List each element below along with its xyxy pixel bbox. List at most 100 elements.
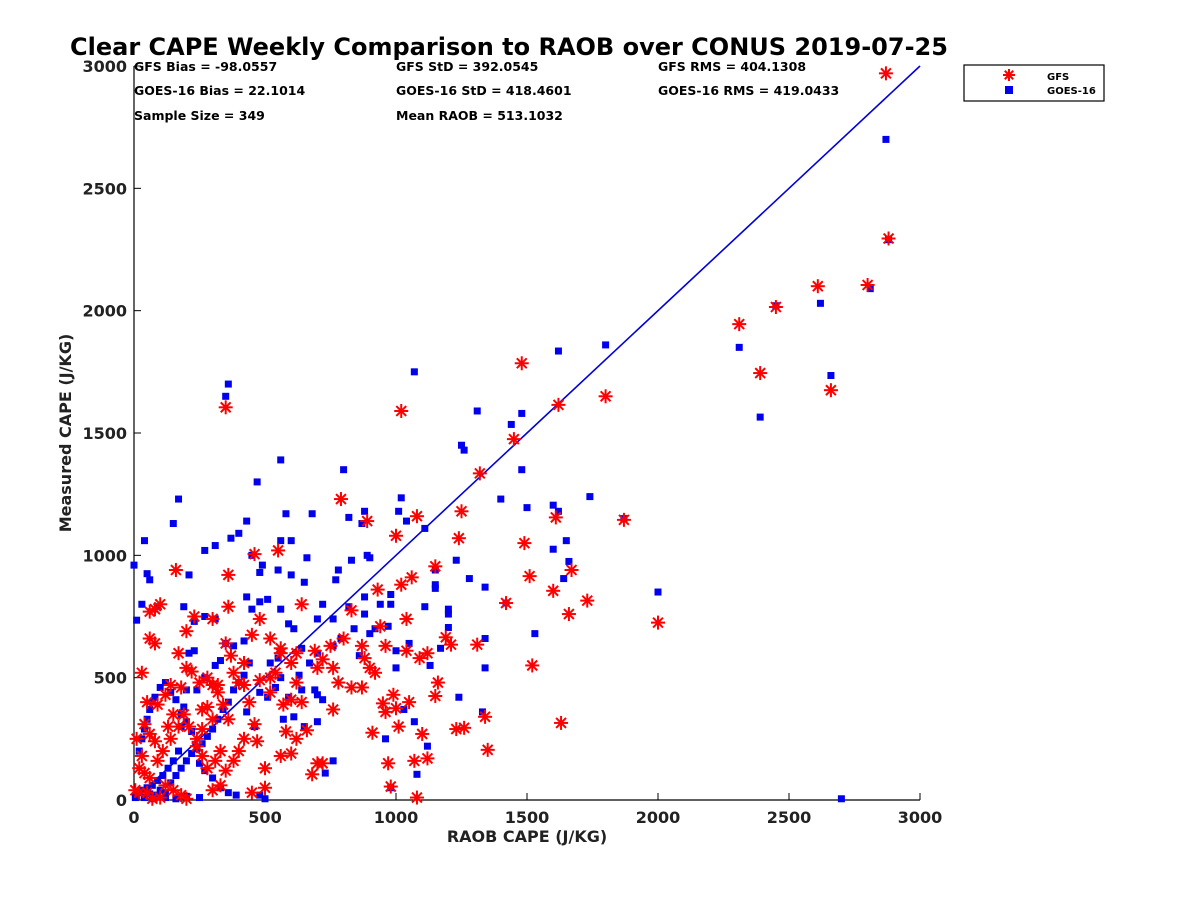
gfs-point-9 bbox=[551, 397, 566, 412]
goes16-point-93 bbox=[277, 537, 285, 545]
gfs-point-109 bbox=[247, 717, 262, 732]
goes16-point-28 bbox=[465, 575, 473, 583]
gfs-point-183 bbox=[273, 748, 288, 763]
goes16-point-100 bbox=[274, 566, 282, 574]
gfs-point-144 bbox=[195, 748, 210, 763]
goes16-point-19 bbox=[549, 501, 557, 509]
goes16-point-13 bbox=[473, 407, 481, 415]
gfs-point-74 bbox=[289, 675, 304, 690]
stat-mean-raob: Mean RAOB = 513.1032 bbox=[396, 108, 563, 123]
stat-gfs-std: GFS StD = 392.0545 bbox=[396, 59, 538, 74]
gfs-point-22 bbox=[451, 531, 466, 546]
gfs-point-84 bbox=[252, 611, 267, 626]
goes16-point-159 bbox=[156, 786, 164, 794]
one-to-one-line bbox=[133, 65, 921, 801]
stat-gfs-bias: GFS Bias = -98.0557 bbox=[134, 59, 277, 74]
gfs-point-119 bbox=[252, 673, 267, 688]
gfs-point-110 bbox=[237, 731, 252, 746]
legend-goes-label: GOES-16 bbox=[1047, 86, 1096, 97]
goes16-point-21 bbox=[497, 495, 505, 503]
gfs-point-145 bbox=[200, 761, 215, 776]
y-tick-label-1: 500 bbox=[94, 669, 127, 688]
gfs-point-58 bbox=[357, 651, 372, 666]
gfs-point-118 bbox=[244, 785, 259, 800]
gfs-point-160 bbox=[158, 687, 173, 702]
goes16-point-67 bbox=[277, 456, 285, 464]
goes16-point-38 bbox=[444, 610, 452, 618]
goes16-point-56 bbox=[392, 664, 400, 672]
gfs-point-108 bbox=[242, 695, 257, 710]
gfs-point-5 bbox=[732, 317, 747, 332]
gfs-point-167 bbox=[195, 702, 210, 717]
goes16-point-62 bbox=[400, 705, 408, 713]
goes16-point-172 bbox=[224, 698, 232, 706]
goes16-point-133 bbox=[230, 642, 238, 650]
goes16-point-114 bbox=[334, 566, 342, 574]
gfs-point-105 bbox=[221, 567, 236, 582]
goes16-point-205 bbox=[371, 625, 379, 633]
gfs-point-8 bbox=[514, 356, 529, 371]
gfs-point-116 bbox=[250, 734, 265, 749]
goes16-point-18 bbox=[586, 493, 594, 501]
gfs-point-15 bbox=[333, 492, 348, 507]
goes16-point-77 bbox=[175, 495, 183, 503]
gfs-point-168 bbox=[200, 670, 215, 685]
gfs-point-0 bbox=[878, 66, 893, 81]
gfs-point-137 bbox=[150, 753, 165, 768]
gfs-point-181 bbox=[415, 726, 430, 741]
y-tick-label-0: 0 bbox=[116, 791, 127, 810]
goes16-point-143 bbox=[180, 703, 188, 711]
plot-area: 0 500 1000 1500 2000 2500 3000 0 500 1000 1500 2000… bbox=[82, 57, 942, 827]
gfs-point-6 bbox=[753, 366, 768, 381]
gfs-point-1 bbox=[881, 231, 896, 246]
gfs-point-179 bbox=[370, 582, 385, 597]
goes16-point-182 bbox=[151, 693, 159, 701]
goes16-point-180 bbox=[146, 705, 154, 713]
gfs-point-99 bbox=[179, 660, 194, 675]
goes16-point-146 bbox=[169, 757, 177, 765]
goes16-point-135 bbox=[216, 657, 224, 665]
goes16-point-33 bbox=[481, 635, 489, 643]
gfs-point-27 bbox=[522, 569, 537, 584]
goes16-point-167 bbox=[198, 740, 206, 748]
gfs-point-173 bbox=[420, 751, 435, 766]
goes16-point-142 bbox=[182, 686, 190, 694]
goes16-point-80 bbox=[130, 561, 138, 569]
goes16-point-45 bbox=[397, 494, 405, 502]
gfs-point-39 bbox=[438, 630, 453, 645]
legend-goes-marker bbox=[1005, 86, 1013, 94]
gfs-point-3 bbox=[810, 279, 825, 294]
goes16-point-209 bbox=[387, 600, 395, 608]
gfs-point-132 bbox=[147, 734, 162, 749]
goes16-point-97 bbox=[300, 578, 308, 586]
gfs-point-138 bbox=[155, 744, 170, 759]
goes16-point-60 bbox=[437, 644, 445, 652]
gfs-point-185 bbox=[289, 646, 304, 661]
goes16-point-207 bbox=[387, 590, 395, 598]
gfs-point-48 bbox=[389, 701, 403, 716]
goes16-point-41 bbox=[431, 584, 439, 592]
gfs-point-67 bbox=[326, 702, 341, 717]
gfs-point-83 bbox=[263, 685, 278, 700]
goes16-point-149 bbox=[154, 776, 162, 784]
goes16-point-150 bbox=[148, 781, 156, 789]
gfs-point-35 bbox=[554, 715, 569, 730]
goes16-point-98 bbox=[303, 554, 311, 562]
legend-box bbox=[963, 64, 1105, 102]
goes16-point-118 bbox=[313, 691, 321, 699]
goes16-point-82 bbox=[146, 576, 154, 584]
legend-gfs-marker bbox=[1003, 69, 1015, 81]
y-tick-label-5: 2500 bbox=[82, 179, 127, 198]
goes16-point-127 bbox=[264, 693, 272, 701]
gfs-point-28 bbox=[546, 583, 561, 598]
gfs-point-148 bbox=[158, 778, 173, 793]
gfs-point-93 bbox=[205, 712, 220, 727]
x-tick-label-6: 3000 bbox=[898, 808, 943, 827]
goes16-point-63 bbox=[382, 735, 390, 743]
gfs-point-142 bbox=[182, 719, 197, 734]
legend-gfs-asterisk bbox=[1003, 69, 1015, 81]
goes16-point-66 bbox=[423, 742, 431, 750]
goes16-point-104 bbox=[248, 605, 256, 613]
gfs-point-34 bbox=[478, 709, 493, 724]
